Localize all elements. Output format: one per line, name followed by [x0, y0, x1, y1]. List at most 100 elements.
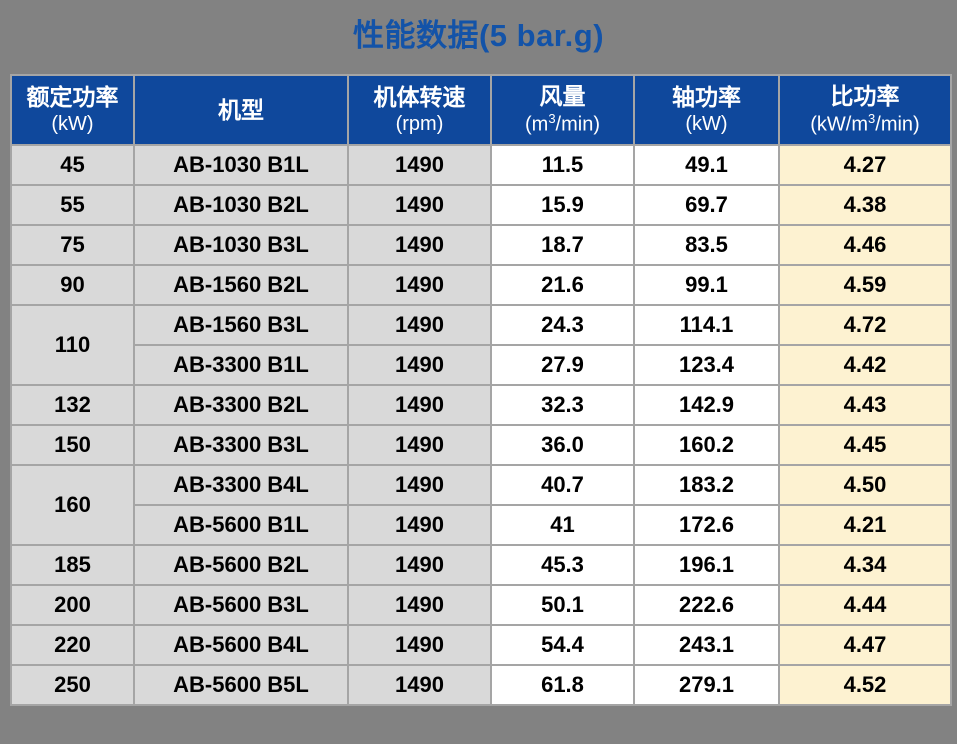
cell-shaft-power: 196.1 [633, 544, 780, 586]
cell-specific-power: 4.21 [778, 504, 952, 546]
cell-rpm: 1490 [347, 384, 492, 426]
cell-specific-power: 4.50 [778, 464, 952, 506]
table-row: 250 AB-5600 B5L 1490 61.8 279.1 4.52 [10, 664, 952, 706]
table-row: AB-3300 B1L 1490 27.9 123.4 4.42 [11, 344, 952, 386]
cell-rated-power-merged: 160 [10, 464, 135, 546]
cell-model: AB-1560 B3L [133, 304, 349, 346]
cell-shaft-power: 49.1 [633, 144, 780, 186]
cell-rated-power: 132 [10, 384, 135, 426]
cell-shaft-power: 99.1 [633, 264, 780, 306]
cell-shaft-power: 142.9 [633, 384, 780, 426]
col-header-specific-power: 比功率 (kW/m3/min) [778, 74, 952, 146]
cell-model: AB-1560 B2L [133, 264, 349, 306]
table-row: 132 AB-3300 B2L 1490 32.3 142.9 4.43 [10, 384, 952, 426]
cell-flow: 41 [490, 504, 635, 546]
cell-rated-power: 250 [10, 664, 135, 706]
col-header-model: 机型 [133, 74, 349, 146]
cell-specific-power: 4.27 [778, 144, 952, 186]
cell-flow: 15.9 [490, 184, 635, 226]
cell-rpm: 1490 [347, 224, 492, 266]
cell-shaft-power: 172.6 [633, 504, 780, 546]
table-header: 额定功率 (kW) 机型 机体转速 (rpm) 风量 (m3/min) 轴功率 [10, 74, 952, 146]
cell-specific-power: 4.44 [778, 584, 952, 626]
table-row: 200 AB-5600 B3L 1490 50.1 222.6 4.44 [10, 584, 952, 626]
cell-flow: 45.3 [490, 544, 635, 586]
cell-specific-power: 4.42 [778, 344, 952, 386]
cell-rpm: 1490 [347, 504, 492, 546]
cell-specific-power: 4.45 [778, 424, 952, 466]
table-row: 220 AB-5600 B4L 1490 54.4 243.1 4.47 [10, 624, 952, 666]
cell-rated-power: 185 [10, 544, 135, 586]
cell-rated-power: 150 [10, 424, 135, 466]
col-header-flow: 风量 (m3/min) [490, 74, 635, 146]
cell-shaft-power: 69.7 [633, 184, 780, 226]
cell-shaft-power: 114.1 [633, 304, 780, 346]
table-row: 90 AB-1560 B2L 1490 21.6 99.1 4.59 [10, 264, 952, 306]
cell-flow: 36.0 [490, 424, 635, 466]
cell-model: AB-1030 B3L [133, 224, 349, 266]
cell-model: AB-3300 B3L [133, 424, 349, 466]
cell-flow: 18.7 [490, 224, 635, 266]
cell-model: AB-1030 B2L [133, 184, 349, 226]
cell-rpm: 1490 [347, 464, 492, 506]
cell-specific-power: 4.46 [778, 224, 952, 266]
cell-flow: 21.6 [490, 264, 635, 306]
cell-shaft-power: 83.5 [633, 224, 780, 266]
table-body: 45 AB-1030 B1L 1490 11.5 49.1 4.27 55 AB… [10, 144, 952, 706]
table-row: 110 AB-1560 B3L 1490 24.3 114.1 4.72 [10, 304, 952, 386]
cell-model: AB-5600 B1L [133, 504, 349, 546]
cell-rpm: 1490 [347, 144, 492, 186]
cell-model: AB-3300 B1L [133, 344, 349, 386]
cell-rpm: 1490 [347, 184, 492, 226]
cell-specific-power: 4.43 [778, 384, 952, 426]
cell-rpm: 1490 [347, 424, 492, 466]
cell-shaft-power: 160.2 [633, 424, 780, 466]
cell-rated-power: 220 [10, 624, 135, 666]
page-title: 性能数据(5 bar.g) [352, 18, 605, 53]
col-header-shaft-power: 轴功率 (kW) [633, 74, 780, 146]
cell-model: AB-5600 B2L [133, 544, 349, 586]
cell-model: AB-3300 B2L [133, 384, 349, 426]
col-header-rated-power: 额定功率 (kW) [10, 74, 135, 146]
cell-specific-power: 4.47 [778, 624, 952, 666]
table-row: 55 AB-1030 B2L 1490 15.9 69.7 4.38 [10, 184, 952, 226]
table-row: 150 AB-3300 B3L 1490 36.0 160.2 4.45 [10, 424, 952, 466]
cell-rated-power-merged: 110 [10, 304, 135, 386]
cell-rpm: 1490 [347, 344, 492, 386]
cell-specific-power: 4.52 [778, 664, 952, 706]
cell-model: AB-3300 B4L [133, 464, 349, 506]
cell-shaft-power: 123.4 [633, 344, 780, 386]
cell-shaft-power: 243.1 [633, 624, 780, 666]
cell-flow: 40.7 [490, 464, 635, 506]
cell-rpm: 1490 [347, 664, 492, 706]
cell-rated-power: 200 [10, 584, 135, 626]
table-row: 75 AB-1030 B3L 1490 18.7 83.5 4.46 [10, 224, 952, 266]
cell-rated-power: 45 [10, 144, 135, 186]
cell-flow: 27.9 [490, 344, 635, 386]
header-row: 额定功率 (kW) 机型 机体转速 (rpm) 风量 (m3/min) 轴功率 [10, 74, 952, 146]
cell-shaft-power: 183.2 [633, 464, 780, 506]
cell-model: AB-1030 B1L [133, 144, 349, 186]
table-row: AB-5600 B1L 1490 41 172.6 4.21 [11, 504, 952, 546]
cell-rated-power: 90 [10, 264, 135, 306]
performance-table: 额定功率 (kW) 机型 机体转速 (rpm) 风量 (m3/min) 轴功率 [10, 74, 952, 706]
cell-specific-power: 4.34 [778, 544, 952, 586]
cell-shaft-power: 222.6 [633, 584, 780, 626]
col-header-rpm: 机体转速 (rpm) [347, 74, 492, 146]
cell-flow: 61.8 [490, 664, 635, 706]
cell-shaft-power: 279.1 [633, 664, 780, 706]
cell-flow: 54.4 [490, 624, 635, 666]
cell-flow: 32.3 [490, 384, 635, 426]
cell-flow: 11.5 [490, 144, 635, 186]
cell-rpm: 1490 [347, 544, 492, 586]
cell-model: AB-5600 B5L [133, 664, 349, 706]
cell-rated-power: 75 [10, 224, 135, 266]
cell-rpm: 1490 [347, 264, 492, 306]
cell-flow: 24.3 [490, 304, 635, 346]
cell-specific-power: 4.72 [778, 304, 952, 346]
cell-rated-power: 55 [10, 184, 135, 226]
cell-rpm: 1490 [347, 304, 492, 346]
table-row: 185 AB-5600 B2L 1490 45.3 196.1 4.34 [10, 544, 952, 586]
cell-flow: 50.1 [490, 584, 635, 626]
